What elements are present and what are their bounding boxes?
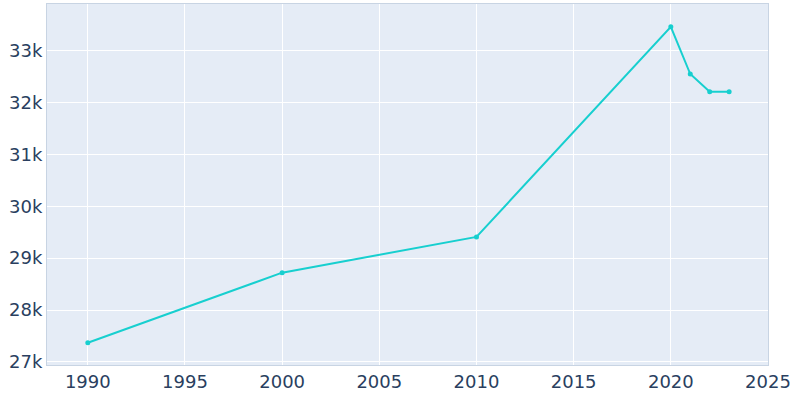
svg-text:2020: 2020	[648, 371, 694, 392]
svg-text:29k: 29k	[9, 247, 43, 268]
svg-text:27k: 27k	[9, 351, 43, 372]
svg-text:2005: 2005	[356, 371, 402, 392]
svg-text:1990: 1990	[65, 371, 111, 392]
svg-text:28k: 28k	[9, 299, 43, 320]
svg-text:2010: 2010	[454, 371, 500, 392]
svg-text:1995: 1995	[162, 371, 208, 392]
svg-text:32k: 32k	[9, 92, 43, 113]
svg-text:2025: 2025	[745, 371, 791, 392]
svg-text:33k: 33k	[9, 40, 43, 61]
svg-text:2000: 2000	[259, 371, 305, 392]
svg-text:2015: 2015	[551, 371, 597, 392]
svg-text:31k: 31k	[9, 144, 43, 165]
svg-text:30k: 30k	[9, 196, 43, 217]
